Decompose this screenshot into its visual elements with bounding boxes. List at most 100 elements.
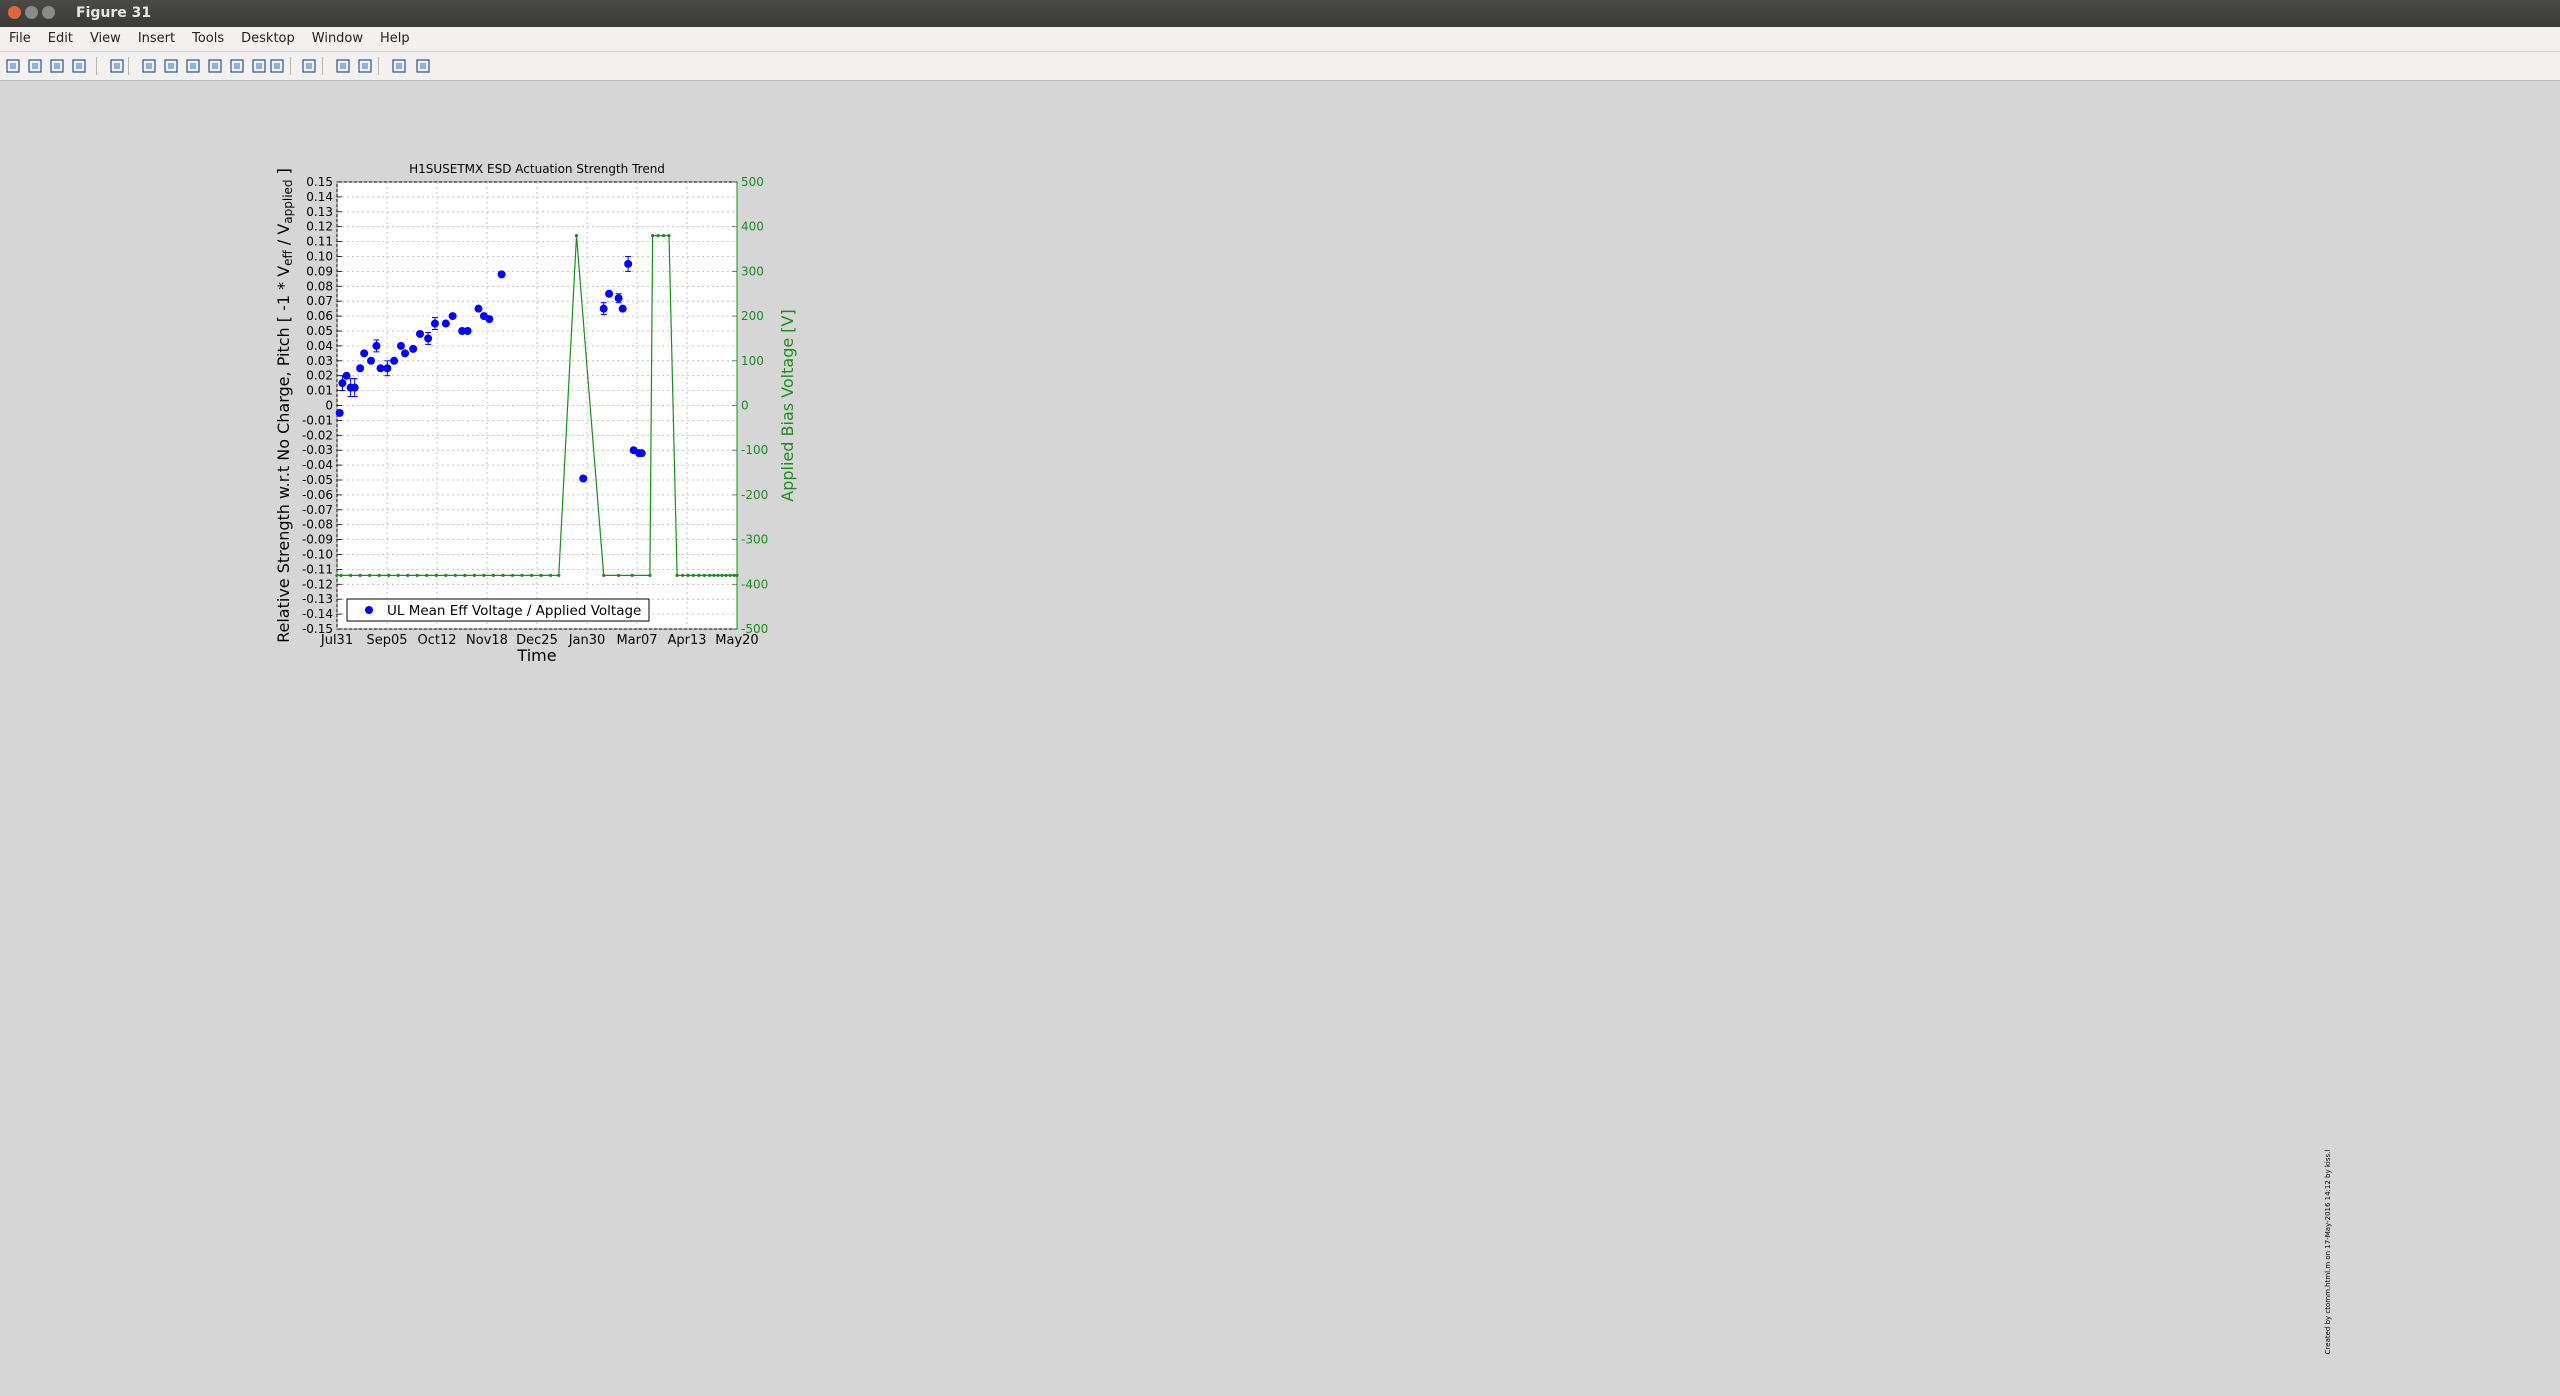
voltage-point (453, 573, 457, 577)
brush-dropdown-icon[interactable] (268, 57, 286, 75)
y-tick-label: -0.04 (302, 458, 333, 472)
data-point (367, 356, 376, 365)
data-point (342, 371, 351, 380)
save-icon[interactable] (48, 57, 66, 75)
window-title: Figure 31 (76, 5, 152, 21)
menu-insert[interactable]: Insert (137, 31, 176, 46)
menu-file[interactable]: File (9, 31, 31, 46)
data-point (605, 289, 614, 298)
y2-tick-label: -100 (741, 443, 768, 457)
data-point (599, 304, 608, 313)
menu-edit[interactable]: Edit (47, 31, 73, 46)
pan-hand-icon[interactable] (184, 57, 202, 75)
data-point (618, 304, 627, 313)
open-file-icon[interactable] (26, 57, 44, 75)
voltage-point (602, 573, 606, 577)
close-window-button[interactable] (8, 6, 21, 19)
show-plot-tools-icon[interactable] (414, 57, 432, 75)
new-figure-icon[interactable] (4, 57, 22, 75)
data-point (497, 270, 506, 279)
y2-tick-label: 400 (741, 220, 764, 234)
voltage-point (358, 573, 362, 577)
voltage-point (656, 234, 660, 238)
legend-marker (365, 606, 373, 614)
x-tick-label: Sep05 (366, 633, 407, 648)
menu-view[interactable]: View (89, 31, 121, 46)
voltage-point (482, 573, 486, 577)
y-tick-label: -0.15 (302, 622, 333, 636)
select-arrow-icon[interactable] (108, 57, 126, 75)
data-point (579, 474, 588, 483)
voltage-point (691, 573, 696, 577)
voltage-point (396, 573, 400, 577)
x-tick-label: Jul31 (320, 633, 353, 648)
data-point (430, 319, 439, 328)
x-tick-label: Dec25 (516, 633, 558, 648)
menu-tools[interactable]: Tools (192, 31, 225, 46)
menu-help[interactable]: Help (380, 31, 410, 46)
hide-plot-tools-icon[interactable] (390, 57, 408, 75)
y-tick-label: 0.15 (306, 175, 333, 189)
voltage-point (735, 573, 739, 577)
voltage-point (387, 573, 391, 577)
voltage-point (686, 573, 690, 577)
y-tick-label: 0.05 (306, 324, 333, 338)
y-tick-label: 0.11 (306, 235, 333, 249)
x-axis-label: Time (516, 646, 556, 665)
voltage-point (425, 573, 429, 577)
voltage-point (557, 573, 561, 577)
voltage-point (680, 573, 685, 577)
y-tick-label: 0.08 (306, 279, 333, 293)
voltage-point (434, 573, 438, 577)
data-point (401, 349, 410, 358)
voltage-point (368, 573, 372, 577)
link-plot-icon[interactable] (300, 57, 318, 75)
voltage-point (716, 573, 720, 577)
y2-tick-label: 100 (741, 354, 764, 368)
y-tick-label: -0.12 (302, 577, 333, 591)
panel-title: H1SUSETMX ESD Actuation Strength Trend (409, 162, 665, 176)
voltage-point (720, 573, 724, 577)
voltage-point (732, 573, 736, 577)
menu-window[interactable]: Window (311, 31, 364, 46)
voltage-point (724, 573, 728, 577)
maximize-window-button[interactable] (42, 6, 55, 19)
zoom-out-icon[interactable] (162, 57, 180, 75)
minimize-window-button[interactable] (25, 6, 38, 19)
voltage-point (675, 573, 679, 577)
voltage-point (349, 573, 353, 577)
legend-icon[interactable] (356, 57, 374, 75)
data-point (637, 449, 646, 458)
y-axis-label-subscript: applied (281, 179, 295, 223)
voltage-point (651, 234, 655, 238)
data-cursor-icon[interactable] (228, 57, 246, 75)
y-tick-label: 0.09 (306, 264, 333, 278)
y-tick-label: -0.05 (302, 473, 333, 487)
brush-icon[interactable] (250, 57, 268, 75)
y-tick-label: 0.04 (306, 339, 333, 353)
print-icon[interactable] (70, 57, 88, 75)
data-point (415, 329, 424, 338)
y-tick-label: -0.13 (302, 592, 333, 606)
figure-svg: -0.15-0.14-0.13-0.12-0.11-0.10-0.09-0.08… (274, 162, 2332, 1354)
y-axis-label: Relative Strength w.r.t No Charge, Pitch… (274, 168, 295, 643)
y-axis-label-part: ] (274, 168, 293, 179)
y-tick-label: -0.01 (302, 413, 333, 427)
data-point (441, 319, 450, 328)
colorbar-icon[interactable] (334, 57, 352, 75)
rotate-3d-icon[interactable] (206, 57, 224, 75)
legend-label: UL Mean Eff Voltage / Applied Voltage (387, 603, 641, 619)
voltage-point (661, 234, 666, 238)
toolbar-separator (290, 57, 291, 75)
y-tick-label: -0.08 (302, 518, 333, 532)
y2-tick-label: 0 (741, 399, 749, 413)
data-point (390, 356, 399, 365)
zoom-in-icon[interactable] (140, 57, 158, 75)
figure-toolbar (0, 52, 2560, 81)
voltage-point (702, 573, 706, 577)
voltage-point (630, 573, 634, 577)
voltage-point (491, 573, 496, 577)
menu-desktop[interactable]: Desktop (241, 31, 295, 46)
y2-tick-label: -400 (741, 577, 768, 591)
voltage-point (501, 573, 505, 577)
